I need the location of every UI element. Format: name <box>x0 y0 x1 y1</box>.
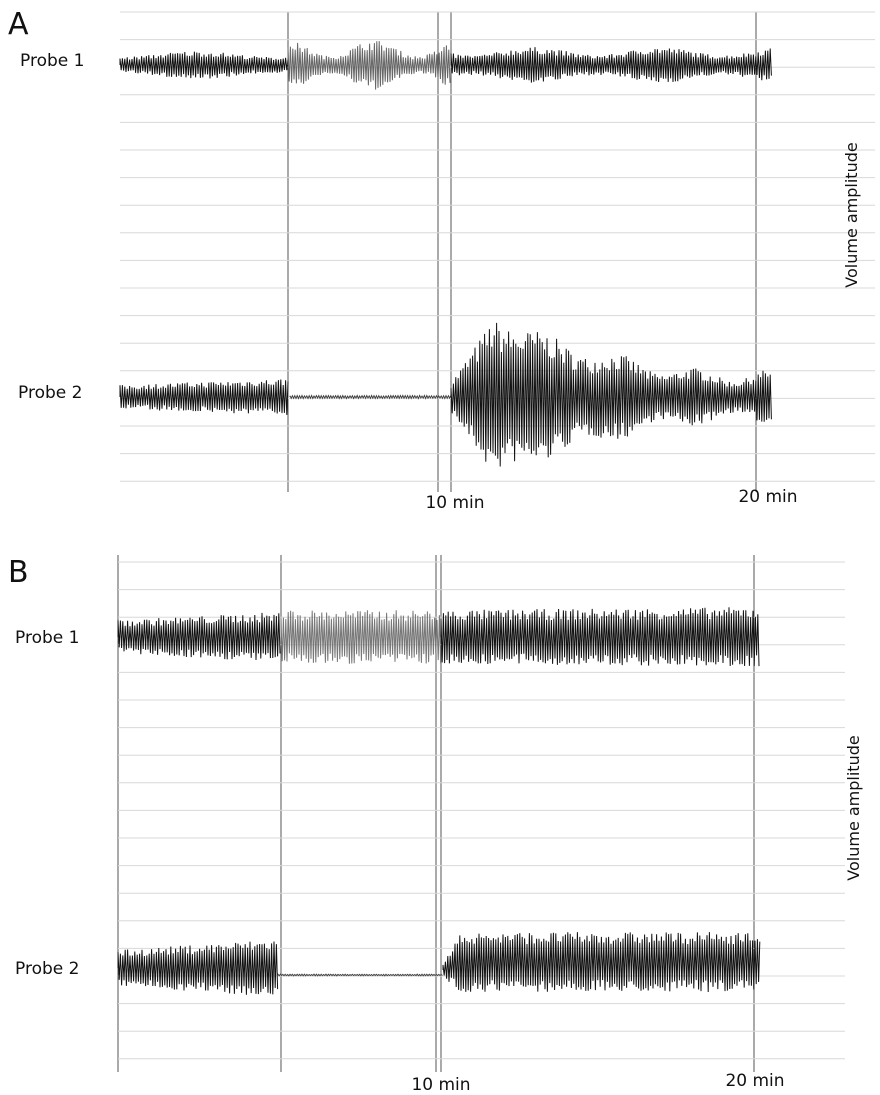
panel-b: B Probe 1 Probe 2 10 min 20 min Volume a… <box>8 555 863 1095</box>
waveform <box>289 394 452 400</box>
probe-label: Probe 1 <box>15 628 79 648</box>
y-axis-label: Volume amplitude <box>844 735 863 880</box>
time-label: 10 min <box>411 1075 470 1095</box>
waveform <box>119 51 289 79</box>
waveform <box>280 610 442 664</box>
waveform <box>277 973 443 977</box>
waveform <box>440 607 760 667</box>
time-label: 10 min <box>425 493 484 513</box>
waveform <box>119 379 289 415</box>
time-label: 20 min <box>725 1071 784 1091</box>
waveform <box>450 322 772 467</box>
panel-a: A Probe 1 Probe 2 10 min 20 min Volume a… <box>8 7 875 513</box>
probe-label: Probe 2 <box>18 383 82 403</box>
waveform <box>442 932 761 993</box>
time-label: 20 min <box>738 487 797 507</box>
waveform <box>450 47 772 83</box>
waveform <box>287 41 451 90</box>
probe-label: Probe 1 <box>20 51 84 71</box>
waveform <box>117 941 279 995</box>
panel-label: A <box>8 7 29 42</box>
y-axis-label: Volume amplitude <box>842 142 861 287</box>
waveform <box>117 612 281 661</box>
panel-label: B <box>8 555 29 590</box>
probe-label: Probe 2 <box>15 959 79 979</box>
